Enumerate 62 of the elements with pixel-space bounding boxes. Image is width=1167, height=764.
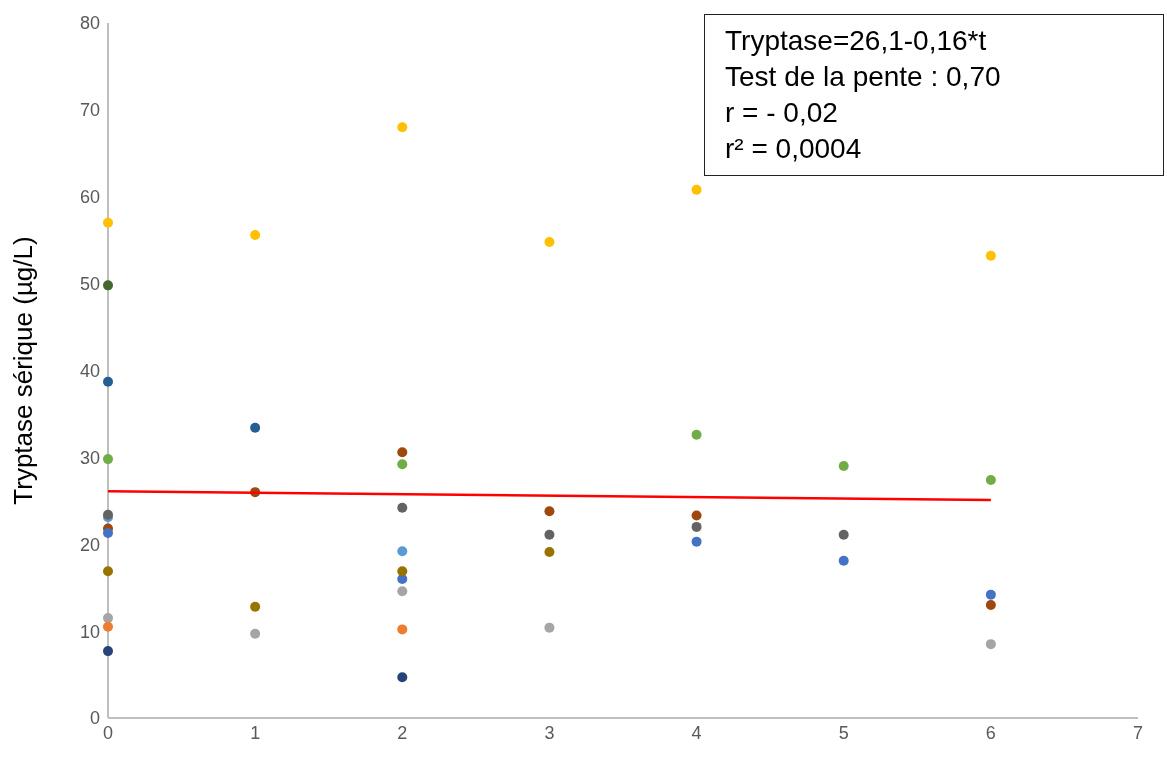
y-tick-label: 70	[79, 100, 100, 121]
point	[985, 639, 996, 650]
point	[985, 589, 996, 600]
point	[985, 600, 996, 611]
point	[103, 527, 113, 538]
x-tick-label: 5	[838, 722, 849, 743]
point	[397, 502, 408, 513]
point	[103, 646, 113, 657]
point	[397, 546, 408, 557]
x-tick-label: 2	[397, 722, 408, 743]
y-tick-label: 50	[79, 274, 100, 295]
annotation: r² = 0,0004	[725, 132, 863, 166]
point	[397, 122, 408, 133]
y-tick-label: 20	[79, 534, 100, 555]
point	[103, 217, 113, 228]
point	[397, 586, 408, 597]
point	[838, 555, 849, 566]
x-tick-label: 0	[102, 722, 114, 743]
y-tick-label: 30	[79, 447, 100, 468]
x-tick-label: 4	[691, 722, 702, 743]
point	[397, 447, 408, 458]
annotation: Test de la pente : 0,70	[725, 60, 1002, 94]
point	[397, 624, 408, 635]
point	[544, 236, 555, 247]
annotation: r = - 0,02	[725, 96, 839, 130]
point	[985, 250, 996, 261]
point	[103, 566, 113, 577]
point	[103, 454, 113, 465]
point	[838, 461, 849, 472]
point	[397, 672, 408, 683]
point	[250, 229, 261, 240]
point	[397, 459, 408, 470]
point	[250, 422, 261, 433]
x-tick-label: 6	[985, 722, 996, 743]
point	[985, 474, 996, 485]
point	[691, 536, 702, 547]
point	[544, 547, 555, 558]
point	[397, 566, 408, 577]
point	[103, 280, 113, 291]
point	[250, 628, 261, 639]
point	[544, 506, 555, 517]
point	[544, 529, 555, 540]
x-tick-label: 1	[250, 722, 261, 743]
y-tick-label: 60	[79, 187, 100, 208]
point	[103, 621, 113, 632]
y-tick-label: 80	[79, 13, 100, 34]
y-tick-label: 40	[79, 360, 100, 381]
point	[103, 376, 113, 387]
point	[838, 529, 849, 540]
y-tick-label: 10	[79, 621, 100, 642]
point	[544, 622, 555, 633]
point	[250, 601, 261, 612]
point	[691, 510, 702, 521]
y-axis-title: Tryptase sérique (µg/L)	[8, 236, 39, 505]
point	[691, 429, 702, 440]
point	[691, 521, 702, 532]
point	[691, 184, 702, 195]
annotation: Tryptase=26,1-0,16*t	[725, 24, 988, 58]
x-tick-label: 7	[1132, 722, 1144, 743]
y-tick-label: 0	[89, 708, 100, 729]
point	[103, 613, 113, 624]
x-tick-label: 3	[544, 722, 555, 743]
